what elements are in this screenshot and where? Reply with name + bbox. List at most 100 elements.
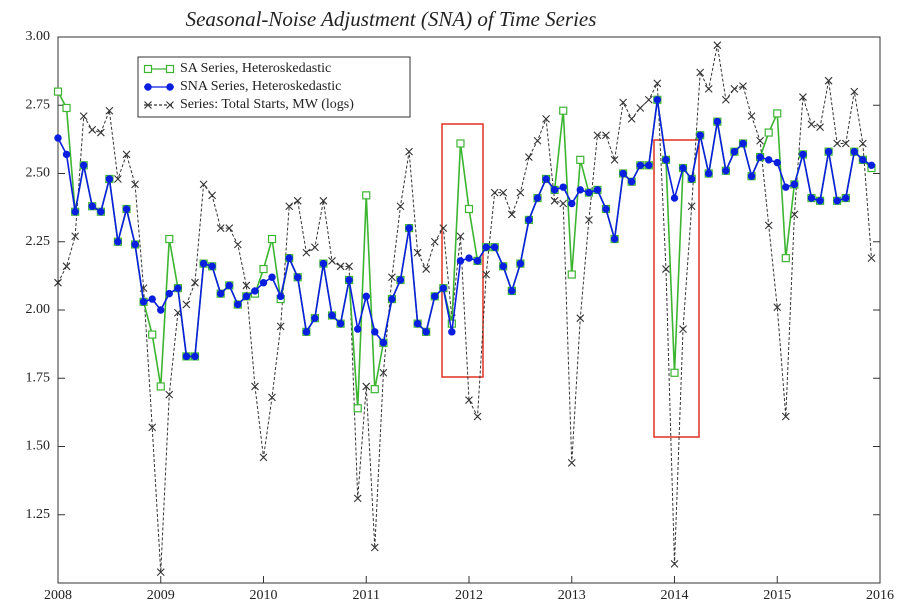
legend-label: SNA Series, Heteroskedastic — [180, 79, 341, 94]
marker — [311, 314, 319, 322]
x-tick-label: 2011 — [353, 588, 380, 603]
marker — [233, 240, 242, 249]
marker — [790, 180, 799, 189]
marker — [157, 306, 165, 314]
marker — [54, 134, 62, 142]
marker — [388, 273, 396, 282]
marker — [782, 183, 790, 191]
marker — [396, 202, 405, 211]
marker — [131, 180, 139, 189]
marker — [370, 385, 379, 394]
x-tick-label: 2013 — [558, 588, 586, 603]
marker — [816, 197, 824, 205]
marker — [448, 328, 456, 336]
marker — [568, 199, 576, 208]
marker — [336, 319, 345, 328]
marker — [131, 240, 139, 249]
legend-label: Series: Total Starts, MW (logs) — [180, 97, 354, 112]
marker — [302, 248, 311, 257]
legend-label: SA Series, Heteroskedastic — [180, 61, 331, 76]
marker — [251, 287, 259, 295]
marker — [62, 103, 71, 113]
marker — [191, 278, 199, 287]
marker — [465, 254, 473, 262]
marker — [756, 136, 764, 145]
marker — [576, 155, 585, 164]
marker — [405, 147, 413, 156]
marker — [62, 150, 71, 159]
marker — [636, 104, 645, 112]
y-tick-label: 2.50 — [26, 166, 51, 181]
y-tick-label: 1.25 — [26, 507, 51, 522]
x-tick-label: 2016 — [866, 588, 894, 603]
marker — [593, 131, 602, 140]
marker — [268, 273, 276, 281]
marker — [148, 330, 157, 339]
marker — [602, 131, 610, 140]
marker — [773, 303, 782, 312]
marker — [533, 136, 542, 145]
marker — [71, 208, 79, 216]
marker — [636, 161, 644, 170]
marker — [267, 234, 277, 244]
marker — [96, 128, 105, 137]
marker — [559, 199, 568, 208]
marker — [353, 404, 362, 413]
marker — [679, 325, 687, 333]
marker — [413, 248, 422, 257]
marker — [841, 139, 850, 148]
marker — [833, 139, 842, 148]
marker — [165, 390, 174, 399]
marker — [559, 183, 567, 191]
marker — [499, 188, 508, 197]
marker — [721, 95, 730, 104]
marker — [705, 169, 713, 178]
marker — [139, 298, 148, 306]
marker — [242, 292, 251, 301]
x-tick-label: 2009 — [147, 588, 175, 603]
marker — [807, 120, 816, 129]
marker — [345, 276, 353, 284]
legend-box — [137, 56, 411, 118]
marker — [362, 382, 371, 391]
marker — [62, 262, 71, 271]
marker — [413, 319, 422, 328]
marker — [696, 68, 705, 77]
marker — [687, 202, 696, 211]
marker — [225, 224, 234, 232]
marker — [234, 300, 242, 309]
series-line — [57, 91, 873, 409]
marker — [71, 232, 80, 241]
marker — [662, 156, 670, 164]
marker — [388, 295, 396, 303]
marker — [328, 311, 336, 320]
marker — [773, 158, 781, 167]
marker — [174, 284, 182, 292]
marker — [859, 156, 867, 164]
y-tick-label: 1.75 — [26, 370, 51, 385]
marker — [516, 259, 525, 268]
marker — [216, 289, 225, 298]
marker — [619, 169, 627, 178]
y-tick-label: 2.25 — [26, 234, 51, 249]
x-tick-label: 2008 — [44, 588, 72, 603]
marker — [585, 216, 593, 224]
marker — [756, 153, 764, 161]
marker — [764, 128, 773, 137]
marker — [251, 382, 259, 391]
marker — [166, 83, 174, 91]
marker — [739, 139, 747, 148]
marker — [764, 221, 773, 230]
marker — [490, 243, 499, 251]
marker — [747, 112, 756, 121]
marker — [182, 352, 191, 361]
marker — [533, 194, 542, 202]
marker — [345, 262, 353, 271]
marker — [807, 194, 816, 202]
marker — [148, 423, 157, 432]
marker — [88, 202, 96, 210]
marker — [465, 396, 473, 404]
marker — [122, 150, 131, 159]
marker — [362, 292, 370, 301]
marker — [576, 186, 584, 194]
